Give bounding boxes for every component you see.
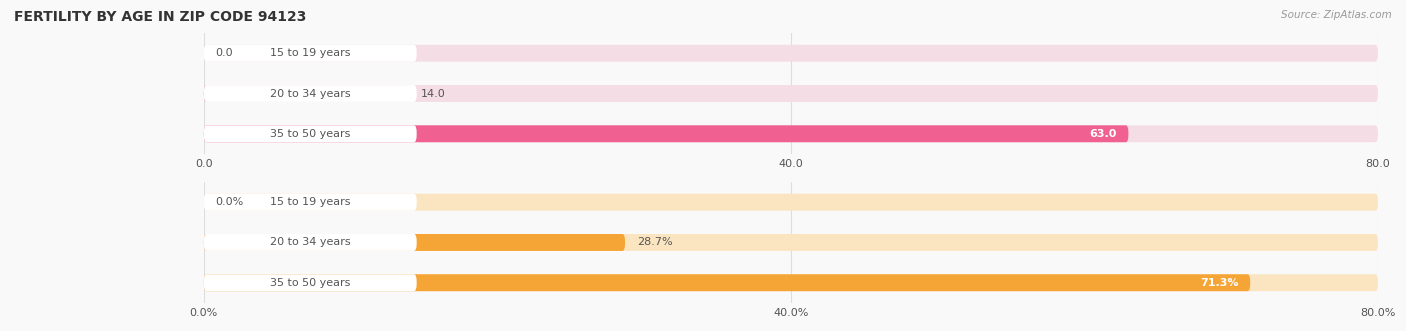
FancyBboxPatch shape [204,125,1129,142]
FancyBboxPatch shape [204,194,1378,211]
Text: 35 to 50 years: 35 to 50 years [270,278,350,288]
Text: 63.0: 63.0 [1090,129,1116,139]
Text: 28.7%: 28.7% [637,237,672,248]
FancyBboxPatch shape [204,234,626,251]
FancyBboxPatch shape [204,194,416,211]
FancyBboxPatch shape [204,85,1378,102]
FancyBboxPatch shape [204,45,416,62]
FancyBboxPatch shape [204,234,1378,251]
Text: 14.0: 14.0 [420,88,446,99]
Text: 71.3%: 71.3% [1199,278,1239,288]
Text: Source: ZipAtlas.com: Source: ZipAtlas.com [1281,10,1392,20]
Text: 20 to 34 years: 20 to 34 years [270,88,350,99]
FancyBboxPatch shape [204,125,416,142]
FancyBboxPatch shape [204,274,1378,291]
FancyBboxPatch shape [204,274,416,291]
Text: 35 to 50 years: 35 to 50 years [270,129,350,139]
FancyBboxPatch shape [204,234,416,251]
FancyBboxPatch shape [204,125,1378,142]
Text: FERTILITY BY AGE IN ZIP CODE 94123: FERTILITY BY AGE IN ZIP CODE 94123 [14,10,307,24]
Text: 20 to 34 years: 20 to 34 years [270,237,350,248]
Text: 0.0: 0.0 [215,48,233,58]
FancyBboxPatch shape [204,274,1250,291]
FancyBboxPatch shape [204,85,409,102]
Text: 15 to 19 years: 15 to 19 years [270,48,350,58]
FancyBboxPatch shape [204,85,416,102]
Text: 15 to 19 years: 15 to 19 years [270,197,350,207]
FancyBboxPatch shape [204,45,1378,62]
Text: 0.0%: 0.0% [215,197,243,207]
